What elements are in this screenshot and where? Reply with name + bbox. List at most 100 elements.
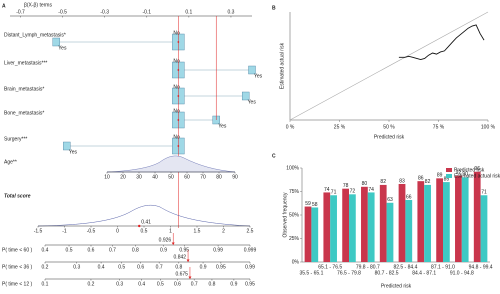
x-tick-label: 100 % — [481, 124, 496, 130]
tick-label: 0.99 — [245, 264, 255, 270]
level-label: Yes — [218, 123, 227, 129]
bar — [443, 182, 450, 262]
value-label: 85 — [444, 176, 450, 182]
tick-label: 0.9 — [230, 281, 237, 287]
variable-name: Age** — [4, 159, 17, 165]
bar — [349, 194, 356, 262]
tick-label: 0.5 — [141, 228, 148, 234]
tick-label: 0.2 — [42, 264, 49, 270]
bar — [417, 181, 425, 262]
bar — [424, 184, 431, 262]
total-marker — [138, 224, 141, 228]
total-value: 0.41 — [141, 219, 151, 225]
tick-label: 80 — [216, 174, 222, 180]
tick-label: 0.7 — [109, 247, 116, 253]
variable-name: Brain_metastasis* — [4, 86, 44, 92]
tick-label: 0.6 — [174, 281, 181, 287]
tick-label: 20 — [120, 174, 126, 180]
prob-marker — [171, 242, 175, 245]
value-label: 63 — [387, 197, 393, 203]
tick-label: 0.2 — [87, 281, 94, 287]
x-tick-label: 65.1 - 76.5 — [318, 264, 342, 270]
bar — [386, 202, 394, 262]
tick-label: 30 — [136, 174, 142, 180]
bar — [405, 199, 413, 262]
level-label: No — [173, 58, 180, 64]
tick-label: 0.95 — [245, 281, 255, 287]
x-tick-label: 50 % — [383, 124, 395, 130]
bar — [342, 188, 349, 262]
prob-marker — [186, 259, 190, 262]
value-label: 71 — [481, 190, 487, 196]
tick-label: 0.5 — [66, 247, 73, 253]
y-tick-label: 75% — [289, 189, 300, 195]
level-label: Yes — [58, 45, 67, 51]
level-label: Yes — [254, 73, 263, 79]
variable-name: Surgery*** — [4, 136, 27, 142]
reference-line — [289, 11, 489, 121]
tick-label: -1.5 — [34, 228, 43, 234]
tick-label: 0.3 — [116, 281, 123, 287]
tick-label: -0.7 — [16, 9, 25, 15]
level-box — [241, 91, 250, 101]
tick-label: -0.3 — [100, 9, 109, 15]
x-tick-label: 25 % — [334, 124, 346, 130]
tick-label: 0.999 — [244, 247, 257, 253]
y-axis-label: Estimated actual risk — [279, 42, 285, 89]
bar — [398, 183, 406, 262]
bar — [323, 192, 331, 262]
y-tick-label: 50% — [289, 212, 300, 218]
tick-label: 1 — [169, 228, 172, 234]
bar — [330, 195, 337, 262]
bar — [379, 184, 387, 262]
y-axis-label: Observed frequency — [282, 192, 288, 238]
bar — [473, 171, 481, 262]
legend-swatch — [446, 168, 452, 172]
prob-value: 0.926 — [159, 237, 172, 243]
x-tick-label: 75 % — [433, 124, 445, 130]
tick-label: 1.5 — [194, 228, 201, 234]
legend-swatch — [446, 174, 452, 178]
value-label: 74 — [324, 187, 330, 193]
tick-label: -0.5 — [87, 228, 96, 234]
legend-label: Estimated actual risk — [454, 173, 500, 179]
bar — [461, 177, 469, 262]
tick-label: 0.4 — [138, 281, 145, 287]
tick-label: 70 — [200, 174, 206, 180]
x-tick-label: 79.8 - 80.7 — [356, 264, 380, 270]
y-tick-label: 0% — [292, 259, 300, 265]
density — [37, 204, 251, 227]
density — [106, 155, 236, 173]
level-box — [63, 141, 71, 151]
tick-label: 0.6 — [88, 247, 95, 253]
value-label: 96 — [474, 166, 480, 172]
tick-label: 0.3 — [227, 9, 234, 15]
x-tick-label: 82.5 - 84.4 — [393, 264, 417, 270]
total-title: Total score — [4, 193, 31, 199]
prob-name: P( time < 36 ) — [2, 264, 32, 270]
tick-label: 2 — [222, 228, 225, 234]
level-label: No — [173, 30, 180, 36]
prob-name: P( time < 12 ) — [2, 281, 32, 287]
prob-marker — [188, 276, 192, 279]
x-tick-label: 35.5 - 65.1 — [299, 270, 323, 276]
level-label: Yes — [69, 149, 78, 155]
calibration-line — [398, 24, 485, 60]
tick-label: 0.8 — [175, 264, 182, 270]
value-label: 78 — [343, 183, 349, 189]
panel-label: A — [2, 3, 6, 9]
y-tick-label: 100% — [286, 165, 299, 171]
x-tick-label: 0 % — [286, 124, 295, 130]
tick-label: 0.9 — [160, 247, 167, 253]
value-label: 72 — [350, 189, 356, 195]
value-label: 92 — [456, 170, 462, 176]
y-tick-label: 25% — [289, 236, 300, 242]
value-label: 74 — [368, 187, 374, 193]
value-label: 80 — [362, 181, 368, 187]
tick-label: 0.7 — [191, 281, 198, 287]
value-label: 90 — [462, 172, 468, 178]
axis-title: β(X-β) terms — [24, 2, 52, 8]
x-tick-label: 87.1 - 91.0 — [431, 264, 455, 270]
tick-label: 0.5 — [118, 264, 125, 270]
